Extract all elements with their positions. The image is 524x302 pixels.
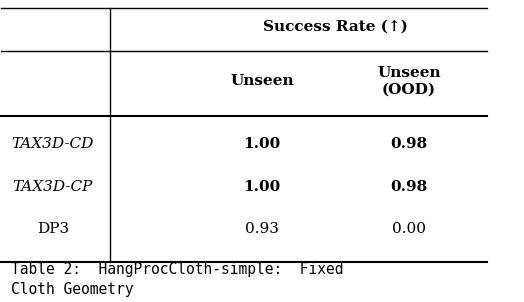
Text: Success Rate (↑): Success Rate (↑) (263, 20, 408, 34)
Text: TAX3D-CD: TAX3D-CD (12, 137, 94, 151)
Text: 1.00: 1.00 (244, 137, 281, 151)
Text: DP3: DP3 (37, 222, 69, 236)
Text: Unseen: Unseen (231, 74, 294, 88)
Text: Unseen
(OOD): Unseen (OOD) (377, 66, 441, 97)
Text: 0.00: 0.00 (392, 222, 426, 236)
Text: 1.00: 1.00 (244, 180, 281, 194)
Text: TAX3D-CP: TAX3D-CP (13, 180, 93, 194)
Text: 0.98: 0.98 (390, 180, 428, 194)
Text: 0.93: 0.93 (245, 222, 279, 236)
Text: Table 2:  HangProcCloth-simple:  Fixed
Cloth Geometry: Table 2: HangProcCloth-simple: Fixed Clo… (11, 262, 344, 297)
Text: 0.98: 0.98 (390, 137, 428, 151)
